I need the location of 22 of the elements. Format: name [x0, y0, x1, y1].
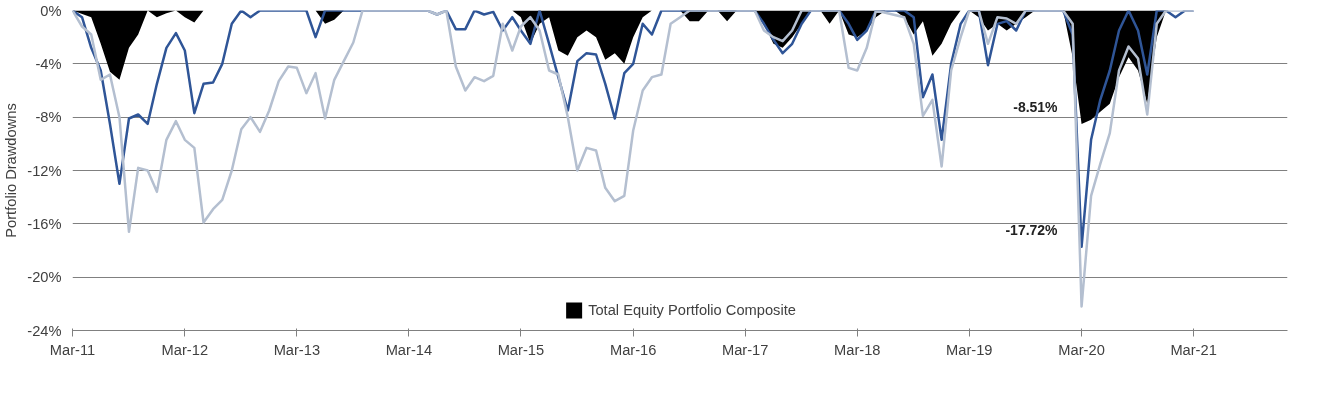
y-axis-title: Portfolio Drawdowns — [3, 103, 20, 238]
y-tick-label: -8% — [35, 109, 62, 126]
x-tick-label: Mar-20 — [1058, 341, 1105, 358]
y-tick-label: -20% — [27, 269, 62, 286]
y-tick-label: 0% — [40, 2, 62, 19]
x-tick-label: Mar-15 — [497, 341, 545, 358]
legend-label: Total Equity Portfolio Composite — [588, 302, 796, 318]
x-tick-label: Mar-16 — [609, 341, 657, 358]
y-tick-label: -12% — [27, 162, 62, 179]
x-tick-label: Mar-21 — [1170, 341, 1217, 358]
x-tick-label: Mar-11 — [49, 341, 96, 358]
annotation: -8.51% — [1013, 98, 1059, 115]
x-tick-label: Mar-13 — [273, 341, 321, 358]
x-tick-label: Mar-19 — [946, 341, 993, 358]
x-tick-label: Mar-12 — [161, 341, 209, 358]
x-tick-label: Mar-18 — [834, 341, 881, 358]
y-tick-label: -24% — [27, 322, 62, 339]
y-tick-label: -16% — [27, 215, 62, 232]
x-tick-label: Mar-17 — [722, 341, 769, 358]
x-tick-label: Mar-14 — [385, 341, 433, 358]
y-tick-label: -4% — [35, 55, 62, 72]
annotation: -17.72% — [1005, 221, 1059, 238]
